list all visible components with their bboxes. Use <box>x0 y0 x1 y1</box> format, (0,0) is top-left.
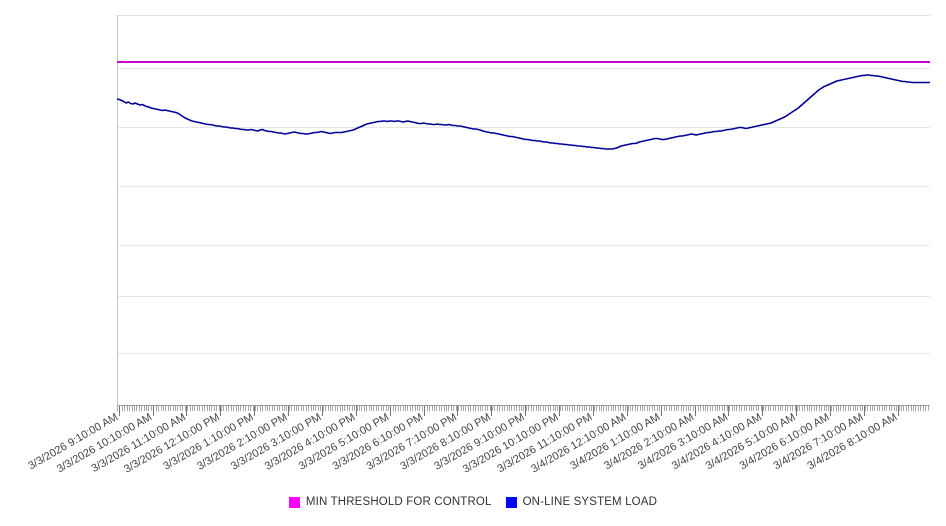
legend-swatch-blue <box>505 496 517 508</box>
x-axis-ticks <box>117 406 929 416</box>
legend-label-min-threshold: MIN THRESHOLD FOR CONTROL <box>305 496 492 508</box>
chart-legend: MIN THRESHOLD FOR CONTROL ON-LINE SYSTEM… <box>0 496 946 508</box>
y-gridlines <box>117 68 930 354</box>
legend-swatch-magenta <box>288 496 300 508</box>
series-on-line-system-load <box>116 74 930 150</box>
legend-label-system-load: ON-LINE SYSTEM LOAD <box>522 496 658 508</box>
x-axis-tick-labels: 3/3/2026 9:10:00 AM3/3/2026 10:10:00 AM3… <box>26 411 899 476</box>
legend-item-system-load[interactable]: ON-LINE SYSTEM LOAD <box>505 496 658 508</box>
plot-background <box>117 15 930 405</box>
legend-item-min-threshold[interactable]: MIN THRESHOLD FOR CONTROL <box>288 496 492 508</box>
load-line <box>116 74 930 150</box>
